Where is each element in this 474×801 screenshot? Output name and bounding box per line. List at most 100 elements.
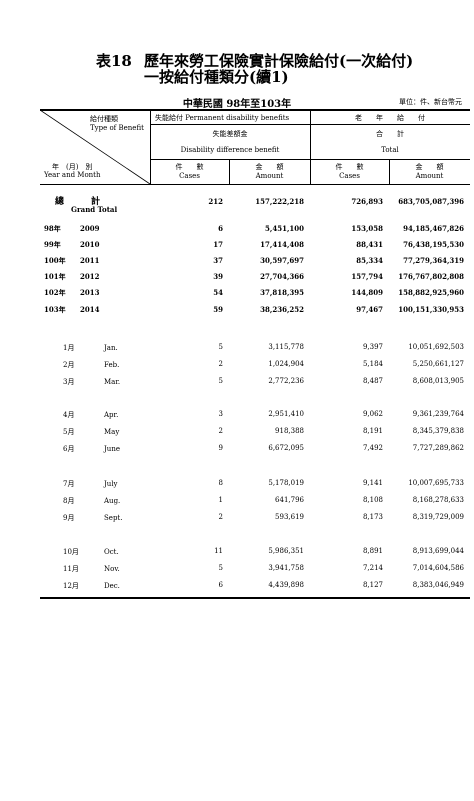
year-row-cases2: 144,809: [351, 288, 383, 297]
month-row-cases1: 2: [218, 427, 223, 435]
col-amount1-en: Amount: [255, 172, 284, 180]
era-range: 中華民國 98年至103年: [182, 99, 292, 110]
month-row-amount2: 5,250,661,127: [412, 360, 464, 368]
grand-total-cases1: 212: [208, 197, 223, 206]
month-row-en: Aug.: [104, 497, 121, 505]
year-row-amount1: 17,414,408: [260, 240, 304, 249]
month-row-zh: 2月: [63, 361, 75, 369]
month-row-amount2: 9,361,239,764: [412, 410, 464, 418]
year-row-roc: 101年: [44, 272, 66, 281]
month-row-zh: 7月: [63, 480, 75, 488]
group1-header: 失能給付 Permanent disability benefits: [155, 113, 289, 123]
year-row-ad: 2013: [80, 288, 100, 297]
col-cases1-en: Cases: [179, 172, 200, 180]
month-row-zh: 8月: [63, 497, 75, 505]
grand-total-amount2: 683,705,087,396: [398, 197, 464, 206]
month-row-zh: 6月: [63, 445, 75, 453]
year-month-label-en: Year and Month: [44, 171, 101, 179]
year-row-ad: 2009: [80, 224, 100, 233]
header-col-divider-1: [150, 110, 151, 184]
month-row-amount2: 8,608,013,905: [412, 377, 464, 385]
year-row-amount1: 37,818,395: [260, 288, 304, 297]
year-row-amount1: 30,597,697: [260, 256, 304, 265]
table-number: 表18: [96, 52, 132, 70]
col-amount2-zh: 金 額: [415, 163, 444, 171]
year-row-amount2: 94,185,467,826: [403, 224, 464, 233]
year-row-cases1: 39: [213, 272, 223, 281]
month-row-amount1: 2,772,236: [268, 377, 304, 385]
month-row-en: June: [104, 445, 120, 453]
month-row-amount1: 918,388: [275, 427, 304, 435]
year-row-amount1: 5,451,100: [265, 224, 304, 233]
month-row-amount2: 7,014,604,586: [412, 564, 464, 572]
month-row-amount2: 8,345,379,838: [412, 427, 464, 435]
year-row-amount2: 100,151,330,953: [398, 305, 464, 314]
stub-diagonal: [40, 110, 151, 185]
col-cases1-zh: 件 數: [175, 163, 204, 171]
month-row-zh: 1月: [63, 344, 75, 352]
month-row-cases1: 5: [218, 564, 223, 572]
table-top-rule: [40, 109, 470, 111]
month-row-en: Sept.: [104, 514, 123, 522]
month-row-en: Dec.: [104, 582, 120, 590]
year-row-roc: 98年: [44, 224, 61, 233]
month-row-amount1: 5,986,351: [268, 547, 304, 555]
year-row-ad: 2010: [80, 240, 100, 249]
month-row-cases2: 9,141: [362, 479, 383, 487]
month-row-amount2: 8,168,278,633: [412, 496, 464, 504]
month-row-amount1: 4,439,898: [268, 581, 304, 589]
month-row-cases1: 2: [218, 360, 223, 368]
month-row-cases2: 7,492: [362, 444, 383, 452]
year-row-cases1: 59: [213, 305, 223, 314]
month-row-amount1: 3,115,778: [268, 343, 304, 351]
month-row-amount2: 8,383,046,949: [412, 581, 464, 589]
col-cases2-en: Cases: [339, 172, 360, 180]
sub2-header-zh: 合 計: [376, 130, 404, 138]
year-row-roc: 99年: [44, 240, 61, 249]
month-row-zh: 11月: [63, 565, 79, 573]
month-row-amount1: 641,796: [275, 496, 304, 504]
month-row-cases1: 6: [218, 581, 223, 589]
month-row-zh: 9月: [63, 514, 75, 522]
table-title-line2: 一按給付種類分(續1): [144, 68, 289, 86]
year-row-amount1: 38,236,252: [260, 305, 304, 314]
month-row-cases2: 8,487: [362, 377, 383, 385]
grand-total-cases2: 726,893: [351, 197, 383, 206]
col-amount1-zh: 金 額: [255, 163, 284, 171]
year-row-amount2: 158,882,925,960: [398, 288, 464, 297]
grand-total-label-zh: 總 計: [55, 197, 101, 207]
month-row-en: July: [104, 480, 118, 488]
col-cases2-zh: 件 數: [335, 163, 364, 171]
month-row-en: May: [104, 428, 120, 436]
group1-header-en: Permanent disability benefits: [185, 114, 290, 122]
year-row-amount2: 176,767,802,808: [398, 272, 464, 281]
year-row-amount1: 27,704,366: [260, 272, 304, 281]
year-row-cases2: 157,794: [351, 272, 383, 281]
month-row-amount1: 1,024,904: [268, 360, 304, 368]
year-row-amount2: 76,438,195,530: [403, 240, 464, 249]
unit-label: 單位：件、新台幣元: [399, 98, 462, 106]
sub1-header-zh: 失能差額金: [212, 130, 248, 138]
group2-header: 老 年 給 付: [355, 114, 425, 122]
year-row-cases2: 88,431: [356, 240, 383, 249]
month-row-en: Mar.: [104, 378, 121, 386]
header-col-divider-3: [310, 110, 311, 184]
month-row-amount2: 10,051,692,503: [408, 343, 464, 351]
month-row-amount1: 3,941,758: [268, 564, 304, 572]
month-row-cases1: 1: [218, 496, 223, 504]
grand-total-amount1: 157,222,218: [255, 197, 304, 206]
month-row-cases2: 8,127: [362, 581, 383, 589]
month-row-en: Oct.: [104, 548, 119, 556]
col-amount2-en: Amount: [415, 172, 444, 180]
grand-total-label-en: Grand Total: [71, 205, 118, 214]
month-row-zh: 12月: [63, 582, 79, 590]
month-row-cases2: 8,191: [362, 427, 383, 435]
month-row-cases1: 2: [218, 513, 223, 521]
month-row-amount1: 6,672,095: [268, 444, 304, 452]
year-row-amount2: 77,279,364,319: [403, 256, 464, 265]
year-row-ad: 2014: [80, 305, 100, 314]
month-row-en: Jan.: [104, 344, 118, 352]
sub2-header-en: Total: [381, 146, 399, 154]
month-row-cases2: 5,184: [362, 360, 383, 368]
year-row-roc: 102年: [44, 288, 66, 297]
